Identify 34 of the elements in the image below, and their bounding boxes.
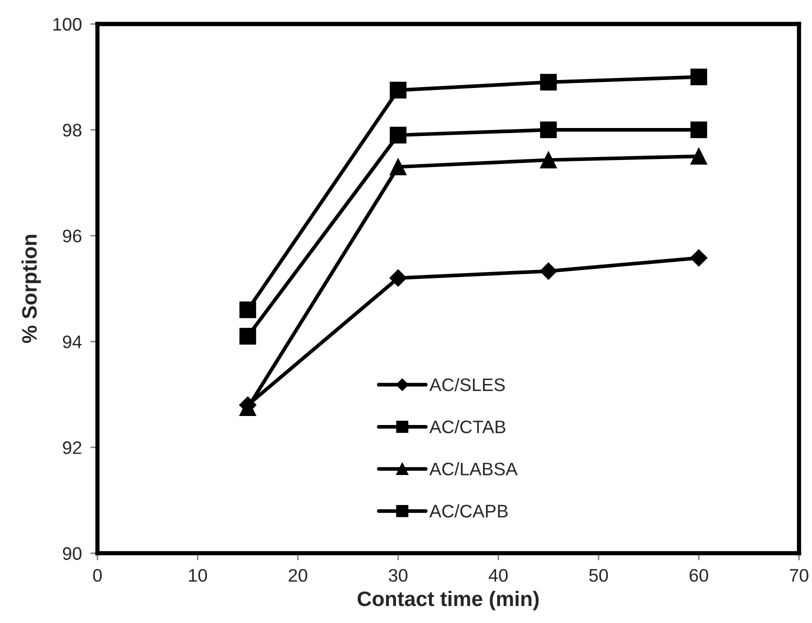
y-tick-label: 92 <box>62 441 82 454</box>
x-tick-label: 70 <box>790 568 808 582</box>
y-tick-label: 94 <box>62 335 82 348</box>
point <box>690 122 708 138</box>
point <box>390 82 406 98</box>
x-tick-label: 40 <box>488 568 508 582</box>
legend-label: AC/SLES <box>429 378 505 392</box>
x-tick-label: 10 <box>189 568 207 582</box>
x-tick-label: 0 <box>93 568 102 582</box>
point <box>239 301 256 318</box>
x-tick-label: 60 <box>690 568 708 582</box>
x-tick-label: 30 <box>388 568 408 582</box>
legend-label: AC/CAPB <box>429 504 508 518</box>
x-tick-label: 20 <box>288 568 308 582</box>
point <box>540 122 557 138</box>
point <box>690 68 708 86</box>
y-tick-label: 98 <box>62 124 82 137</box>
y-tick-label: 96 <box>62 230 82 242</box>
point <box>390 158 406 176</box>
legend-label: AC/CTAB <box>429 420 506 434</box>
x-tick-label: 50 <box>589 568 608 582</box>
point <box>239 328 256 345</box>
point <box>390 126 406 144</box>
point <box>690 249 708 266</box>
y-axis-title: % Sorption <box>22 234 41 344</box>
point <box>540 152 557 168</box>
point <box>540 74 557 91</box>
point <box>390 269 407 287</box>
point <box>690 148 708 165</box>
y-tick-label: 100 <box>53 18 82 31</box>
legend-label: AC/LABSA <box>429 462 518 476</box>
y-tick-label: 90 <box>62 547 82 560</box>
x-axis-title: Contact time (min) <box>358 590 539 610</box>
point <box>540 262 557 280</box>
